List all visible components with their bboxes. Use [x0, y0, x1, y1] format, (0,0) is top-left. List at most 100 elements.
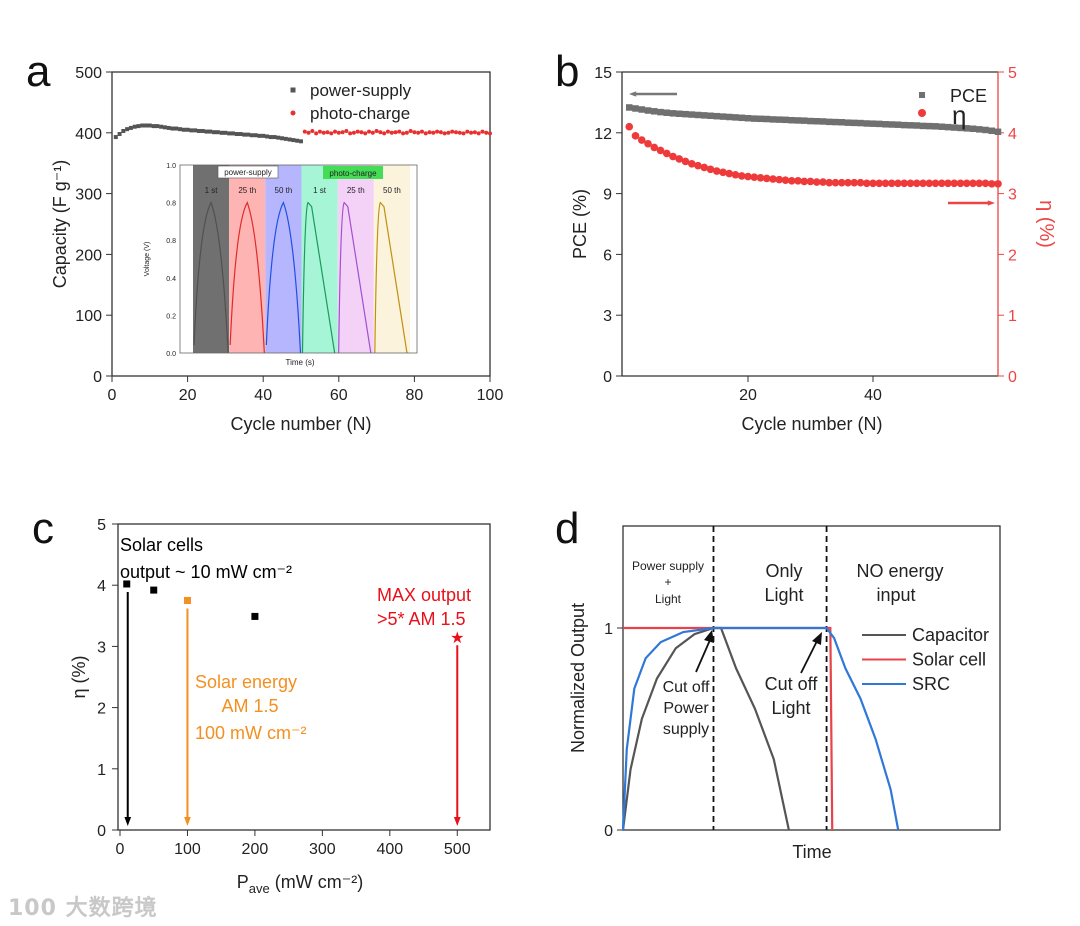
legend-label: Capacitor — [912, 625, 989, 645]
data-point-photo-charge — [310, 128, 315, 133]
data-point-PCE — [926, 122, 933, 130]
data-point-photo-charge — [488, 131, 492, 136]
arrow-head-icon — [987, 200, 995, 206]
legend-label-power-supply: power-supply — [310, 81, 412, 100]
data-point-η — [912, 179, 921, 188]
data-point-η — [937, 179, 946, 188]
data-point-η — [775, 175, 784, 184]
data-point-power-supply — [227, 131, 232, 136]
data-point-PCE — [832, 118, 839, 126]
data-point-PCE — [819, 118, 827, 125]
inset-voltage-curve — [374, 201, 408, 354]
y-tick-label: 15 — [594, 65, 612, 82]
data-point — [150, 586, 158, 594]
x-tick-label: 60 — [330, 387, 348, 404]
data-point-PCE — [669, 110, 677, 117]
right-y-tick-label: 3 — [1008, 187, 1017, 204]
watermark-text: 大数跨境 — [65, 896, 158, 921]
data-point-PCE — [638, 106, 645, 113]
data-point-η — [869, 179, 877, 188]
data-point-power-supply — [189, 128, 194, 133]
data-point-η — [731, 170, 740, 179]
annotation-cut-off-power: Power — [663, 700, 709, 717]
data-point-η — [744, 172, 752, 181]
inset-voltage-curve — [265, 201, 302, 354]
inset-y-tick-label: 1.0 — [166, 163, 176, 170]
annotation-max-output: >5* AM 1.5 — [377, 609, 466, 629]
data-point-PCE — [813, 117, 820, 125]
data-point-η — [812, 178, 821, 186]
data-point-photo-charge — [382, 131, 387, 136]
data-point — [123, 580, 131, 588]
data-point-PCE — [826, 118, 833, 126]
data-point-η — [862, 179, 871, 188]
data-point-PCE — [894, 121, 902, 128]
region-label: Only — [765, 561, 802, 581]
data-point-power-supply — [113, 135, 118, 140]
data-point-power-supply — [230, 131, 235, 136]
data-point-photo-charge — [370, 130, 375, 135]
inset-y-tick-label: 0.4 — [166, 276, 176, 283]
data-point-PCE — [782, 116, 789, 124]
data-point-photo-charge — [329, 131, 334, 136]
data-point-PCE — [713, 112, 720, 120]
data-point-PCE — [982, 126, 989, 134]
y-tick-label: 2 — [97, 701, 106, 718]
data-point-PCE — [707, 112, 714, 120]
data-point-photo-charge — [385, 129, 390, 134]
data-point-PCE — [913, 122, 920, 129]
arrow-head-icon — [184, 817, 191, 826]
data-point-PCE — [663, 109, 670, 116]
legend-marker-eta — [918, 109, 926, 117]
annotation-solar-cells: Solar cells — [120, 535, 203, 555]
data-point-photo-charge — [419, 129, 424, 134]
data-point-power-supply — [287, 137, 292, 142]
data-point-PCE — [769, 116, 777, 123]
data-point-η — [712, 167, 721, 175]
y-tick-label: 400 — [75, 126, 102, 143]
data-point-PCE — [851, 119, 858, 127]
panel-label-a: a — [26, 47, 51, 96]
star-marker-icon: ★ — [450, 630, 464, 647]
data-point-PCE — [876, 120, 883, 128]
inset-voltage-curve — [301, 201, 336, 354]
region-label: input — [876, 585, 915, 605]
inset-x-axis-title: Time (s) — [285, 358, 314, 367]
data-point-photo-charge — [306, 130, 311, 135]
data-point-photo-charge — [314, 131, 319, 136]
right-y-tick-label: 1 — [1008, 308, 1017, 325]
x-tick-label: 100 — [477, 387, 504, 404]
data-point-η — [769, 175, 777, 183]
watermark-logo: 100 — [8, 896, 57, 921]
data-point-photo-charge — [412, 130, 417, 135]
data-point-power-supply — [185, 127, 190, 132]
data-point-η — [856, 178, 865, 187]
y-tick-label: 4 — [97, 578, 106, 595]
panel-label-d: d — [555, 504, 579, 553]
data-point-photo-charge — [367, 129, 372, 134]
data-point-photo-charge — [397, 129, 402, 134]
legend-marker-power-supply — [290, 87, 296, 93]
data-point-photo-charge — [321, 130, 326, 135]
x-tick-label: 20 — [739, 387, 757, 404]
data-point-photo-charge — [442, 131, 447, 136]
data-point-power-supply — [249, 133, 254, 138]
data-point-PCE — [694, 111, 702, 119]
data-point-η — [831, 178, 840, 187]
x-tick-label: 300 — [309, 841, 336, 858]
data-point-power-supply — [132, 124, 137, 129]
data-point-PCE — [944, 123, 952, 131]
data-point-power-supply — [268, 135, 273, 140]
data-point-power-supply — [121, 128, 126, 133]
annotation-solar-energy: 100 mW cm⁻² — [195, 723, 307, 743]
y-tick-label: 500 — [75, 65, 102, 82]
x-tick-label: 80 — [406, 387, 424, 404]
annotation-cut-off-power: supply — [663, 721, 709, 738]
data-point-photo-charge — [450, 129, 455, 134]
data-point-PCE — [676, 110, 683, 117]
x-tick-label: 400 — [376, 841, 403, 858]
data-point-η — [762, 174, 771, 183]
data-point-power-supply — [170, 126, 175, 131]
data-point-PCE — [932, 123, 939, 130]
